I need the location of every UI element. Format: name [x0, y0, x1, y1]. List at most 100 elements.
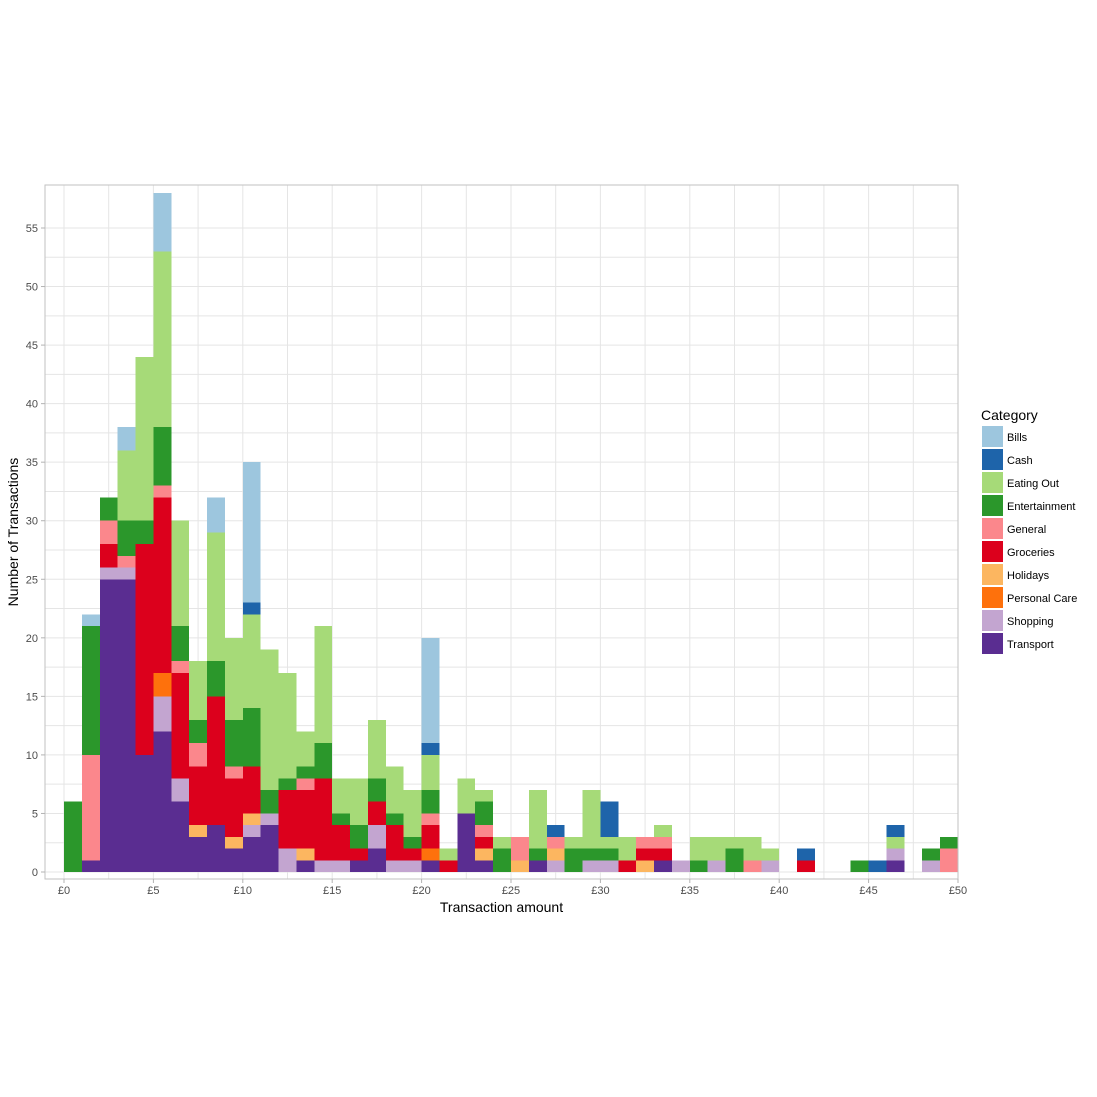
legend-key-shopping: [982, 610, 1003, 631]
y-axis: 0 5 10 15 20 25 30 35 40 45 50 55: [26, 223, 45, 879]
bar-segment-entertainment: [850, 860, 869, 872]
bar-segment-holidays: [546, 848, 565, 861]
legend-key-cash: [982, 449, 1003, 470]
bar-segment-holidays: [189, 825, 208, 837]
bar-segment-eating-out: [314, 626, 333, 744]
bar-segment-groceries: [654, 848, 672, 861]
bar-segment-eating-out: [564, 836, 583, 849]
bar-segment-cash: [546, 825, 565, 837]
bar-segment-entertainment: [117, 520, 136, 556]
bar-segment-general: [511, 836, 529, 861]
y-tick-label: 30: [26, 516, 38, 528]
bar-segment-cash: [886, 825, 905, 837]
bar-segment-general: [654, 836, 672, 849]
bar-segment-cash: [421, 743, 440, 755]
legend-label: Transport: [1007, 639, 1054, 651]
legend-label: Eating Out: [1007, 478, 1059, 490]
y-tick-label: 5: [32, 808, 38, 820]
legend-label: Personal Care: [1007, 593, 1077, 605]
legend-label: Bills: [1007, 432, 1028, 444]
bar-segment-eating-out: [135, 356, 154, 521]
bar-segment-groceries: [171, 672, 190, 779]
bar-segment-general: [153, 485, 172, 498]
bar-segment-shopping: [171, 778, 190, 802]
bar-segment-entertainment: [600, 848, 619, 861]
bar-segment-transport: [153, 731, 172, 872]
bar-segment-transport: [528, 860, 547, 872]
bar-segment-cash: [797, 848, 815, 861]
bar-segment-shopping: [707, 860, 726, 872]
bar-segment-entertainment: [367, 778, 386, 802]
bar-segment-eating-out: [153, 251, 172, 428]
legend-key-eating-out: [982, 472, 1003, 493]
bar-segment-eating-out: [189, 661, 208, 720]
bar-segment-groceries: [296, 790, 315, 849]
x-tick-label: £20: [412, 885, 430, 897]
bar-segment-transport: [654, 860, 672, 872]
bar-segment-shopping: [153, 696, 172, 732]
legend-key-groceries: [982, 541, 1003, 562]
bar-segment-cash: [868, 860, 887, 872]
bar-segment-entertainment: [475, 801, 494, 826]
bar-segment-groceries: [350, 848, 368, 861]
plot-panel-border: [44, 184, 959, 880]
bar-segment-shopping: [385, 860, 404, 872]
bar-segment-transport: [171, 801, 190, 872]
bar-segment-entertainment: [385, 813, 404, 826]
bar-segment-eating-out: [528, 790, 547, 849]
bar-segment-eating-out: [725, 836, 744, 849]
bar-segment-transport: [260, 825, 279, 872]
bar-segment-eating-out: [439, 848, 458, 861]
bar-segment-shopping: [367, 825, 386, 849]
bar-segment-shopping: [546, 860, 565, 872]
bar-segment-eating-out: [475, 790, 494, 802]
bar-segment-bills: [421, 637, 440, 744]
bar-segment-transport: [242, 836, 261, 872]
legend-key-bills: [982, 426, 1003, 447]
bar-segment-groceries: [636, 848, 655, 861]
bar-segment-holidays: [636, 860, 655, 872]
bar-segment-eating-out: [654, 825, 672, 837]
bar-segment-entertainment: [493, 848, 511, 872]
bar-segment-entertainment: [81, 626, 100, 755]
bar-segment-entertainment: [332, 813, 351, 826]
bar-segment-general: [99, 520, 118, 545]
x-tick-label: £10: [234, 885, 252, 897]
bar-segment-eating-out: [242, 614, 261, 709]
legend-title: Category: [981, 407, 1038, 423]
bar-segment-entertainment: [564, 848, 583, 872]
bar-segment-shopping: [117, 567, 136, 580]
bar-segment-entertainment: [242, 708, 261, 767]
bar-segment-shopping: [99, 567, 118, 580]
y-axis-title: Number of Transactions: [5, 458, 21, 607]
bar-segment-groceries: [189, 766, 208, 826]
bar-segment-entertainment: [314, 743, 333, 779]
bar-segment-shopping: [671, 860, 690, 872]
bar-segment-entertainment: [260, 790, 279, 814]
bar-segment-general: [636, 836, 655, 849]
bar-segment-eating-out: [761, 848, 780, 861]
x-tick-label: £45: [859, 885, 877, 897]
bar-segment-transport: [296, 860, 315, 872]
y-tick-label: 35: [26, 457, 38, 469]
bar-segment-entertainment: [582, 848, 601, 861]
x-axis-title: Transaction amount: [440, 899, 563, 915]
bar-segment-eating-out: [332, 778, 351, 814]
bar-segment-transport: [81, 860, 100, 872]
bar-segment-bills: [153, 192, 172, 252]
bar-segment-general: [189, 743, 208, 767]
bar-segment-general: [940, 848, 958, 872]
y-tick-label: 25: [26, 574, 38, 586]
bar-segment-general: [296, 778, 315, 791]
bar-segment-transport: [457, 813, 476, 872]
y-tick-label: 40: [26, 399, 38, 411]
y-tick-label: 55: [26, 223, 38, 235]
legend-key-transport: [982, 633, 1003, 654]
x-axis: £0 £5 £10 £15 £20 £25 £30 £35 £40 £45 £50: [58, 879, 967, 897]
bar-segment-groceries: [314, 778, 333, 861]
bar-segment-entertainment: [224, 719, 243, 767]
legend-label: General: [1007, 524, 1046, 536]
bar-segment-eating-out: [296, 731, 315, 767]
bar-segment-eating-out: [886, 836, 905, 849]
bar-segment-entertainment: [940, 836, 958, 849]
